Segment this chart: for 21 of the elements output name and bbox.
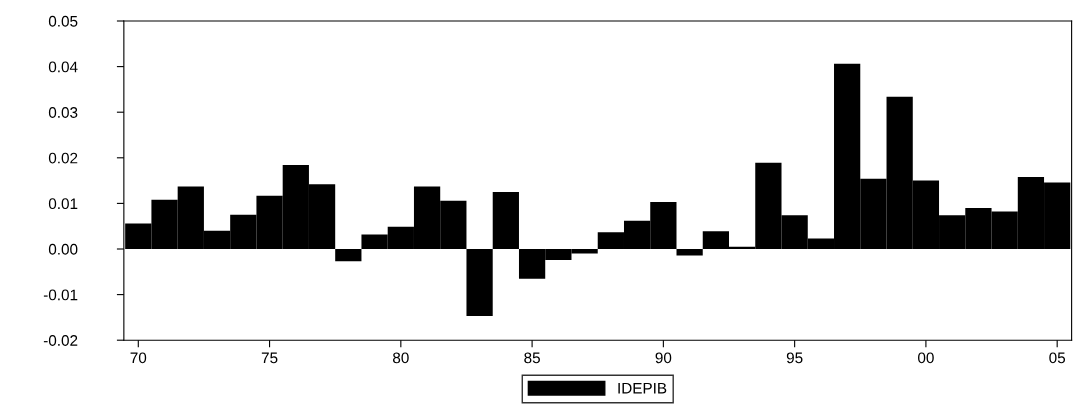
x-tick-label: 05 [1049, 352, 1066, 364]
y-tick-label: -0.02 [43, 335, 78, 346]
y-tick-label: 0.00 [48, 243, 78, 255]
bar [676, 249, 703, 256]
x-tick-label: 75 [261, 352, 278, 364]
x-tick-label: 85 [524, 352, 540, 364]
y-tick-label: 0.01 [48, 198, 78, 210]
y-tick-label: 0.04 [48, 61, 78, 73]
bar [492, 192, 519, 249]
x-tick-label: 00 [918, 352, 934, 364]
y-tick-label: -0.01 [43, 289, 78, 301]
x-tick-label: 90 [655, 352, 672, 364]
x-tick-label: 95 [786, 352, 803, 364]
bar [466, 249, 493, 317]
y-tick-label: 0.05 [48, 15, 78, 27]
bar [335, 249, 362, 262]
y-tick-label: 0.03 [48, 107, 78, 118]
x-tick-label: 80 [393, 352, 409, 364]
y-tick-label: 0.02 [48, 152, 78, 164]
legend-label: IDEPIB [618, 382, 667, 394]
x-tick-label: 70 [130, 352, 147, 364]
